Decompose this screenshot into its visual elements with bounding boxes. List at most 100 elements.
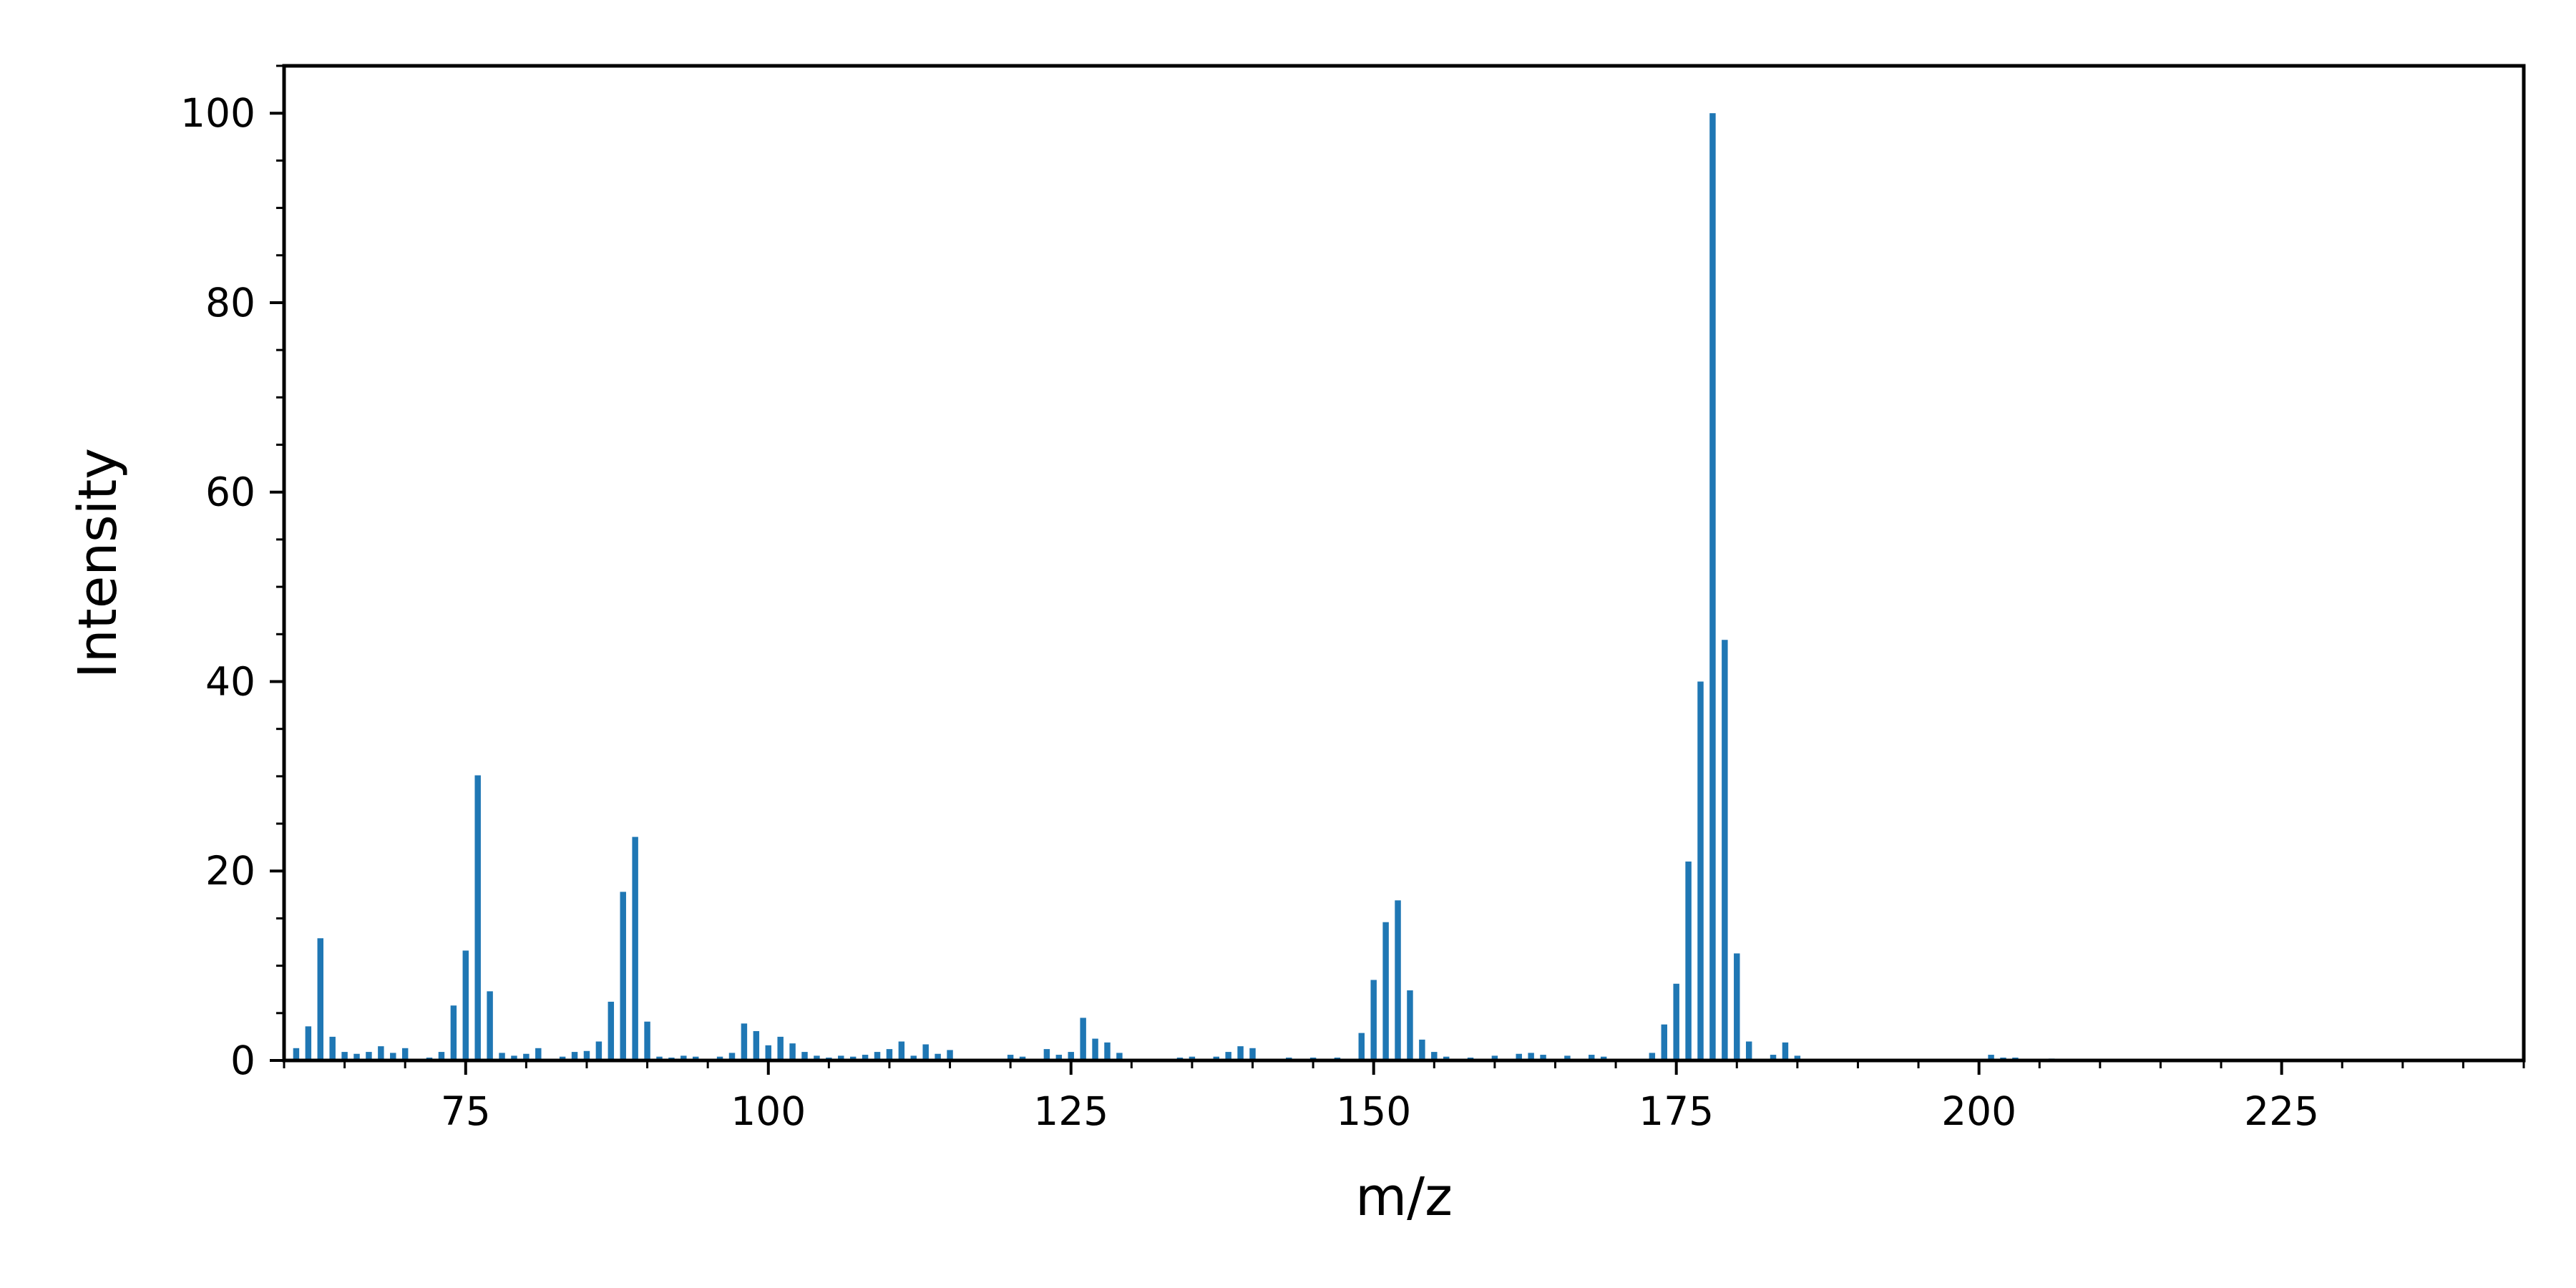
bar bbox=[499, 1053, 505, 1060]
y-tick-label: 0 bbox=[230, 1038, 255, 1083]
bar bbox=[1055, 1055, 1063, 1060]
bar bbox=[450, 1005, 457, 1060]
bar bbox=[862, 1055, 869, 1060]
bar bbox=[765, 1045, 771, 1060]
bar bbox=[620, 892, 626, 1060]
bar bbox=[1600, 1056, 1607, 1060]
bar bbox=[474, 775, 481, 1060]
bar bbox=[1988, 1055, 1994, 1060]
y-tick-label: 100 bbox=[180, 90, 255, 136]
y-tick-label: 80 bbox=[205, 280, 255, 326]
bar bbox=[487, 991, 493, 1060]
bar bbox=[1116, 1053, 1123, 1060]
x-tick-label: 175 bbox=[1639, 1088, 1714, 1134]
axes-layer: 75 100 125 150 175 200 225 0 20 40 60 80 100 bbox=[180, 64, 2525, 1134]
bar bbox=[1491, 1055, 1498, 1060]
bar bbox=[741, 1023, 748, 1060]
bar bbox=[559, 1056, 566, 1060]
plot-frame bbox=[282, 64, 2526, 1063]
bar bbox=[1745, 1041, 1752, 1060]
bar bbox=[1358, 1033, 1365, 1060]
bar bbox=[401, 1048, 409, 1060]
bar bbox=[1104, 1042, 1111, 1060]
bar bbox=[293, 1048, 300, 1060]
bar bbox=[947, 1050, 953, 1060]
bar bbox=[317, 938, 323, 1060]
bar bbox=[1370, 980, 1377, 1060]
bar bbox=[644, 1021, 650, 1060]
bar bbox=[680, 1055, 687, 1060]
bar bbox=[1794, 1055, 1801, 1060]
bar bbox=[1709, 113, 1716, 1061]
bar bbox=[777, 1036, 784, 1060]
bar bbox=[1528, 1053, 1534, 1060]
bar bbox=[1092, 1038, 1098, 1060]
bar bbox=[366, 1052, 372, 1060]
bar bbox=[1419, 1039, 1425, 1060]
bar bbox=[789, 1043, 796, 1060]
bar bbox=[523, 1053, 530, 1060]
bar bbox=[1782, 1042, 1789, 1060]
bar bbox=[1770, 1055, 1777, 1060]
x-tick-label: 100 bbox=[731, 1088, 806, 1134]
bar bbox=[1685, 862, 1692, 1060]
bar bbox=[922, 1044, 929, 1060]
bar bbox=[462, 950, 469, 1060]
bar bbox=[583, 1050, 590, 1060]
bar bbox=[1443, 1056, 1450, 1060]
bar bbox=[1237, 1046, 1244, 1060]
bar bbox=[329, 1036, 336, 1060]
bar bbox=[1395, 900, 1401, 1060]
bar bbox=[910, 1055, 917, 1060]
x-tick-label: 75 bbox=[441, 1088, 491, 1134]
bar bbox=[801, 1052, 808, 1060]
bar bbox=[1661, 1024, 1667, 1060]
bar bbox=[1068, 1052, 1074, 1060]
bar bbox=[716, 1056, 723, 1060]
bar bbox=[1564, 1055, 1571, 1060]
bar bbox=[728, 1053, 736, 1060]
bar bbox=[814, 1055, 820, 1060]
bar bbox=[378, 1046, 384, 1060]
x-tick-label: 125 bbox=[1033, 1088, 1108, 1134]
bar bbox=[1431, 1052, 1438, 1060]
bar bbox=[935, 1053, 941, 1060]
bar bbox=[595, 1041, 602, 1060]
bar bbox=[341, 1052, 348, 1060]
bar bbox=[1189, 1056, 1196, 1060]
bar bbox=[1213, 1056, 1219, 1060]
x-tick-label: 200 bbox=[1941, 1088, 2016, 1134]
bar bbox=[656, 1056, 663, 1060]
bar bbox=[1249, 1048, 1256, 1060]
bar bbox=[438, 1052, 445, 1060]
bar bbox=[1007, 1055, 1014, 1060]
bar bbox=[874, 1052, 881, 1060]
bar bbox=[1673, 983, 1679, 1060]
y-tick-label: 40 bbox=[205, 658, 255, 704]
bar bbox=[1225, 1052, 1231, 1060]
bar bbox=[1697, 681, 1704, 1060]
y-tick-label: 20 bbox=[205, 848, 255, 894]
bar bbox=[511, 1055, 517, 1060]
y-tick-label: 60 bbox=[205, 469, 255, 515]
bar bbox=[1649, 1053, 1656, 1060]
bar bbox=[849, 1056, 857, 1060]
bar bbox=[898, 1041, 905, 1060]
bar bbox=[608, 1001, 615, 1060]
bar bbox=[838, 1055, 844, 1060]
bar bbox=[1080, 1018, 1086, 1060]
x-tick-label: 150 bbox=[1336, 1088, 1411, 1134]
bar bbox=[693, 1056, 699, 1060]
bar bbox=[1589, 1055, 1595, 1060]
bar bbox=[1019, 1056, 1026, 1060]
bar bbox=[632, 836, 638, 1060]
bar bbox=[305, 1026, 312, 1060]
bar bbox=[390, 1053, 396, 1060]
bar bbox=[1516, 1053, 1522, 1060]
x-tick-label: 225 bbox=[2244, 1088, 2319, 1134]
y-axis-label: Intensity bbox=[67, 448, 129, 678]
bar bbox=[1722, 640, 1728, 1060]
